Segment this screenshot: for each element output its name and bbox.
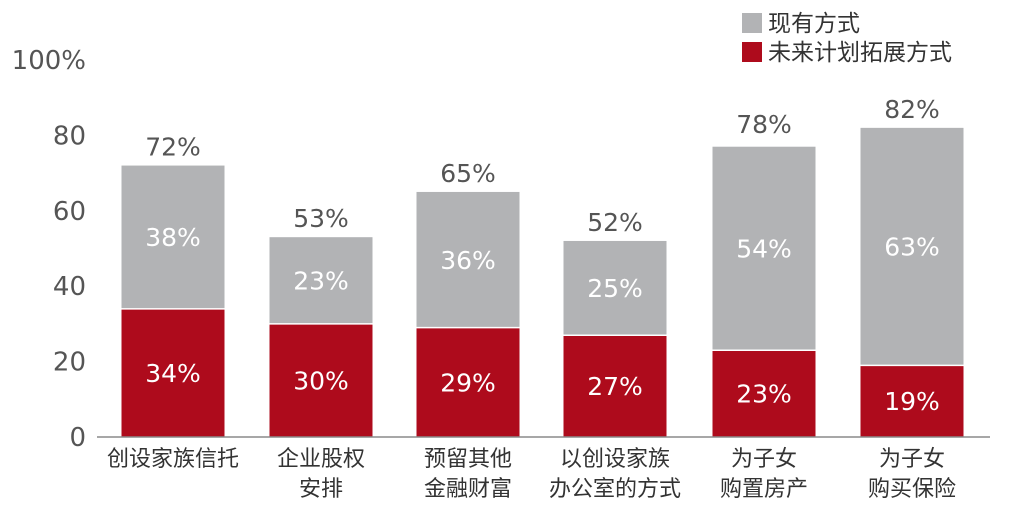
- data-label: 25%: [587, 274, 643, 303]
- legend-swatch: [742, 42, 762, 62]
- bar-segment: [269, 237, 373, 324]
- bar-segment: [416, 191, 520, 328]
- x-tick-label: 创设家族信托: [107, 447, 239, 472]
- x-tick-label: 预留其他: [424, 447, 512, 472]
- legend-swatch: [742, 13, 762, 33]
- y-tick-label: 80: [53, 121, 86, 151]
- x-tick-label: 安排: [299, 477, 343, 502]
- x-tick-label: 为子女: [879, 447, 945, 472]
- bars: 34% 38% 72% 30% 23% 53% 29% 36% 65% 27% 25% 52% 23% 5…: [121, 95, 964, 437]
- legend-label: 未来计划拓展方式: [768, 40, 952, 66]
- bar-segment: [121, 308, 225, 437]
- data-label: 34%: [145, 359, 201, 388]
- total-label: 52%: [587, 208, 643, 237]
- x-tick-label: 办公室的方式: [549, 477, 681, 502]
- data-label: 30%: [293, 366, 349, 395]
- total-label: 65%: [440, 159, 496, 188]
- y-tick-label: 40: [53, 272, 86, 302]
- x-tick-label: 购置房产: [720, 477, 808, 502]
- data-label: 23%: [293, 267, 349, 296]
- y-tick-label: 0: [69, 423, 86, 453]
- total-label: 53%: [293, 204, 349, 233]
- y-tick-label: 20: [53, 348, 86, 378]
- x-tick-label: 为子女: [731, 447, 797, 472]
- data-label: 27%: [587, 372, 643, 401]
- bar-segment: [860, 127, 964, 366]
- data-label: 63%: [884, 233, 940, 262]
- y-axis-ticks: 0 20 40 60 80 100%: [12, 46, 86, 453]
- total-label: 82%: [884, 95, 940, 124]
- bar-segment: [712, 146, 816, 351]
- data-label: 23%: [736, 380, 792, 409]
- x-tick-label: 企业股权: [277, 447, 365, 472]
- data-label: 36%: [440, 246, 496, 275]
- bar-segment: [563, 335, 667, 437]
- bar-segment: [563, 240, 667, 336]
- bar-segment: [860, 365, 964, 437]
- bar-segment: [712, 350, 816, 437]
- y-tick-label: 100%: [12, 46, 86, 76]
- data-label: 19%: [884, 387, 940, 416]
- data-label: 38%: [145, 223, 201, 252]
- data-label: 54%: [736, 235, 792, 264]
- x-tick-label: 以创设家族: [560, 447, 670, 472]
- total-label: 78%: [736, 110, 792, 139]
- bar-segment: [416, 327, 520, 437]
- bar-segment: [269, 323, 373, 437]
- y-tick-label: 60: [53, 197, 86, 227]
- total-label: 72%: [145, 133, 201, 162]
- x-tick-label: 购买保险: [868, 477, 956, 502]
- legend-label: 现有方式: [768, 11, 860, 37]
- bar-segment: [121, 165, 225, 309]
- data-label: 29%: [440, 368, 496, 397]
- x-tick-label: 金融财富: [424, 477, 512, 502]
